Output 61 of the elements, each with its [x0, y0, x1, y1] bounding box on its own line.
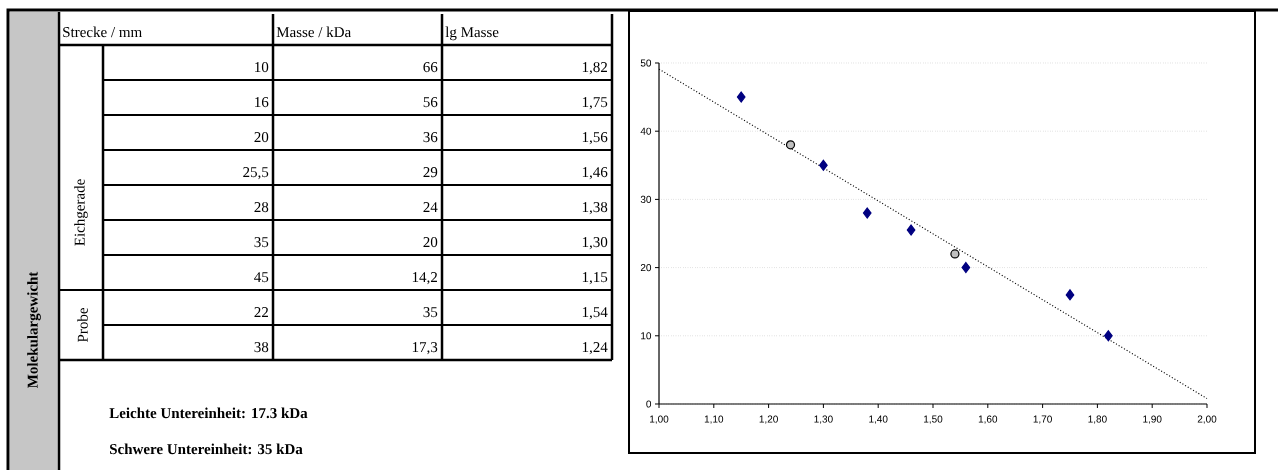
point [961, 262, 971, 274]
text: 20 [423, 237, 438, 248]
point [862, 207, 872, 219]
point [1104, 330, 1113, 342]
text: 1,82 [582, 62, 607, 75]
x-tick-label: 1,20 [759, 415, 778, 424]
text: 1,54 [582, 307, 608, 320]
text: 1,56 [582, 132, 608, 145]
category-label: Masse / kDa [276, 26, 351, 38]
text: 1,38 [582, 202, 608, 215]
y-tick-label: 30 [640, 195, 652, 203]
x-tick-label: 1,60 [978, 415, 998, 424]
text: 1,15 [582, 272, 608, 285]
text: 38 [254, 342, 269, 353]
y-tick-label: 50 [640, 59, 652, 67]
text: Leichte Untereinheit: 17.3 kDa [109, 407, 308, 419]
text: 66 [423, 62, 438, 73]
y-tick-label: 10 [641, 332, 652, 340]
text: 20 [254, 132, 269, 143]
text: 56 [423, 97, 438, 108]
text: 1,46 [582, 167, 608, 180]
y-tick-label: 0 [646, 400, 652, 408]
text: 28 [254, 202, 269, 213]
x-tick-label: 2,00 [1197, 415, 1217, 424]
x-tick-label: 1,80 [1088, 415, 1107, 424]
text: 35 [423, 307, 438, 318]
text: 16 [255, 97, 269, 108]
text: 10 [255, 62, 269, 73]
text: 1,30 [582, 237, 608, 250]
x-tick-label: 1,40 [869, 415, 888, 424]
y-tick-label: 20 [640, 264, 652, 272]
text: 35 [254, 237, 269, 248]
category-label: Eichgerade [74, 179, 88, 246]
point [819, 159, 828, 171]
x-tick-label: 1,10 [704, 415, 724, 424]
category-label: lg Masse [445, 26, 499, 41]
point [906, 224, 916, 236]
text: Schwere Untereinheit: 35 kDa [110, 443, 303, 455]
x-tick-label: 1,30 [814, 415, 833, 424]
category-label: Probe [77, 308, 88, 343]
x-tick-label: 1,50 [924, 415, 943, 424]
text: 45 [254, 272, 269, 283]
point [785, 140, 796, 150]
x-tick-label: 1,00 [650, 415, 669, 424]
y-tick-label: 40 [640, 127, 652, 135]
text: 25,5 [243, 167, 269, 180]
text: 22 [254, 307, 268, 317]
category-label: Strecke / mm [63, 26, 142, 38]
text: 1,75 [582, 97, 608, 110]
x-tick-label: 1,90 [1143, 415, 1162, 424]
point [736, 91, 746, 103]
text: 1,24 [582, 342, 608, 355]
point [1065, 289, 1075, 301]
text: 29 [423, 167, 438, 178]
text: 24 [423, 202, 438, 212]
point [950, 249, 960, 259]
x-tick-label: 1,70 [1033, 415, 1052, 424]
text: 36 [423, 132, 438, 143]
text: 17,3 [412, 342, 438, 355]
text: Molekulargewicht [27, 271, 41, 389]
text: 14,2 [412, 272, 437, 285]
